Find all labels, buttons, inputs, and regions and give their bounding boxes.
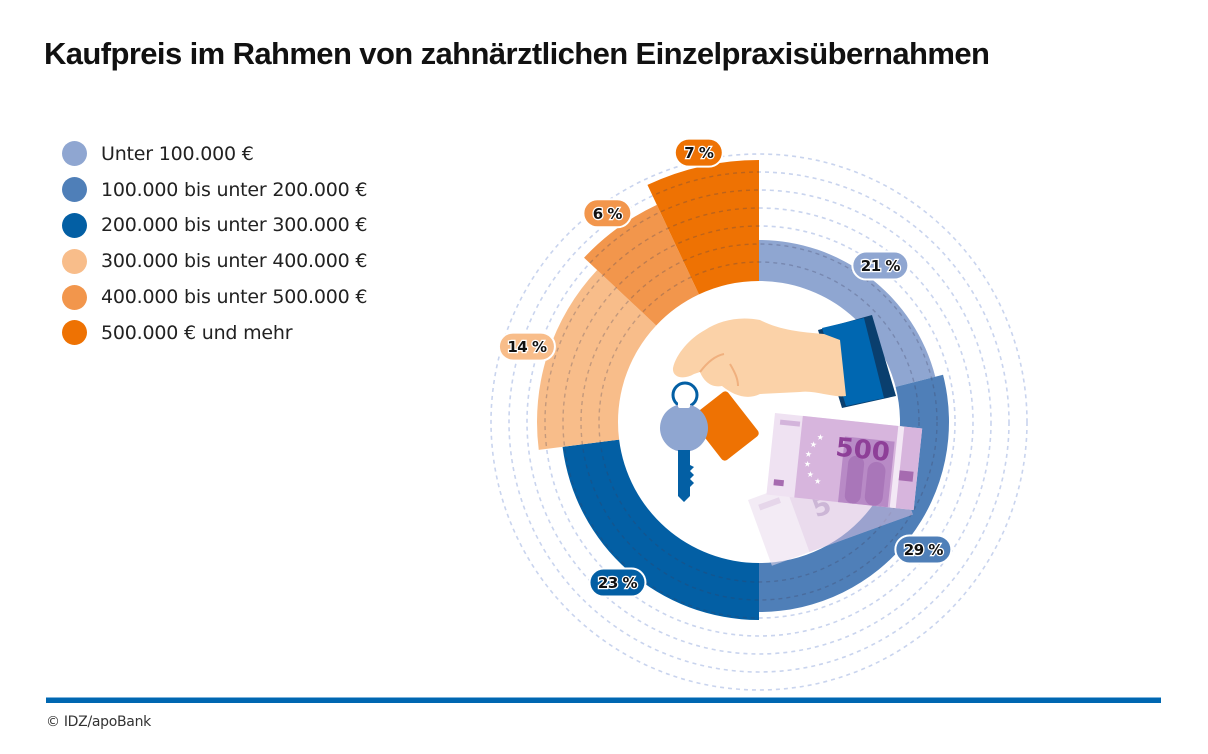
- value-label-pill: [851, 250, 910, 281]
- legend-item: Unter 100.000 €: [62, 136, 367, 172]
- value-label-text: 14 %: [507, 338, 547, 356]
- value-label-text: 6 %: [593, 205, 623, 223]
- footer-divider: [46, 697, 1161, 703]
- value-label-text: 21 %: [861, 257, 901, 275]
- donut-segment: [562, 439, 759, 620]
- legend-swatch: [62, 248, 87, 274]
- svg-text:500: 500: [834, 433, 891, 469]
- value-label-text: 23 %: [598, 574, 638, 592]
- key-tag-icon: [691, 391, 759, 461]
- value-label-pill: [497, 331, 556, 362]
- legend-label: 500.000 € und mehr: [101, 321, 293, 344]
- value-label-pill: [673, 137, 724, 168]
- legend-item: 100.000 bis unter 200.000 €: [62, 172, 367, 208]
- euro-banknote-500-icon: 500 ★★★ ★★★: [766, 413, 923, 511]
- value-label: 7 %: [673, 137, 724, 168]
- value-label-text: 7 %: [684, 144, 714, 162]
- legend-swatch: [62, 212, 87, 238]
- legend-item: 300.000 bis unter 400.000 €: [62, 243, 367, 279]
- value-label-pill: [582, 198, 633, 229]
- value-label: 23 %: [588, 567, 647, 598]
- inner-guide-rings: [537, 171, 949, 620]
- svg-text:★: ★: [804, 449, 812, 459]
- value-label-pill: [894, 534, 953, 565]
- svg-text:★: ★: [814, 476, 822, 486]
- value-label: 6 %: [582, 198, 633, 229]
- value-label: 14 %: [497, 331, 556, 362]
- svg-text:★: ★: [816, 433, 824, 443]
- segment-guide-ring: [598, 261, 920, 583]
- legend-item: 500.000 € und mehr: [62, 315, 367, 351]
- value-label: 29 %: [894, 534, 953, 565]
- donut-segment: [537, 270, 657, 450]
- illustration: 5 500 ★★★ ★★★: [660, 315, 923, 566]
- guide-ring: [490, 153, 1028, 691]
- value-label-pill: [588, 567, 647, 598]
- legend-swatch: [62, 141, 87, 167]
- legend-label: Unter 100.000 €: [101, 142, 254, 165]
- donut-segment: [759, 240, 936, 387]
- legend-swatch: [62, 177, 87, 203]
- value-label-text: 29 %: [904, 541, 944, 559]
- segment-guide-ring: [580, 243, 938, 601]
- legend-item: 400.000 bis unter 500.000 €: [62, 279, 367, 315]
- segment-guide-ring: [537, 171, 949, 620]
- source-credit: © IDZ/apoBank: [46, 714, 151, 730]
- legend-swatch: [62, 284, 87, 310]
- svg-text:★: ★: [803, 459, 811, 469]
- legend-item: 200.000 bis unter 300.000 €: [62, 208, 367, 244]
- svg-text:★: ★: [806, 470, 814, 480]
- legend-label: 200.000 bis unter 300.000 €: [101, 214, 368, 237]
- key-icon: [660, 400, 708, 502]
- legend-label: 300.000 bis unter 400.000 €: [101, 250, 368, 273]
- legend-label: 100.000 bis unter 200.000 €: [101, 178, 368, 201]
- legend: Unter 100.000 € 100.000 bis unter 200.00…: [62, 136, 367, 351]
- segment-guide-ring: [562, 225, 949, 619]
- legend-swatch: [62, 320, 87, 346]
- donut-segment: [584, 204, 699, 326]
- svg-text:★: ★: [809, 440, 817, 450]
- donut-segment: [647, 160, 759, 295]
- value-labels: 21 % 29 % 23 % 14 % 6 % 7 %: [497, 137, 953, 598]
- legend-label: 400.000 bis unter 500.000 €: [101, 286, 368, 309]
- value-label: 21 %: [851, 250, 910, 281]
- guide-ring: [526, 189, 992, 655]
- hand-icon: [672, 318, 846, 397]
- segment-guide-ring: [544, 207, 949, 620]
- chart-title: Kaufpreis im Rahmen von zahnärztlichen E…: [44, 36, 990, 71]
